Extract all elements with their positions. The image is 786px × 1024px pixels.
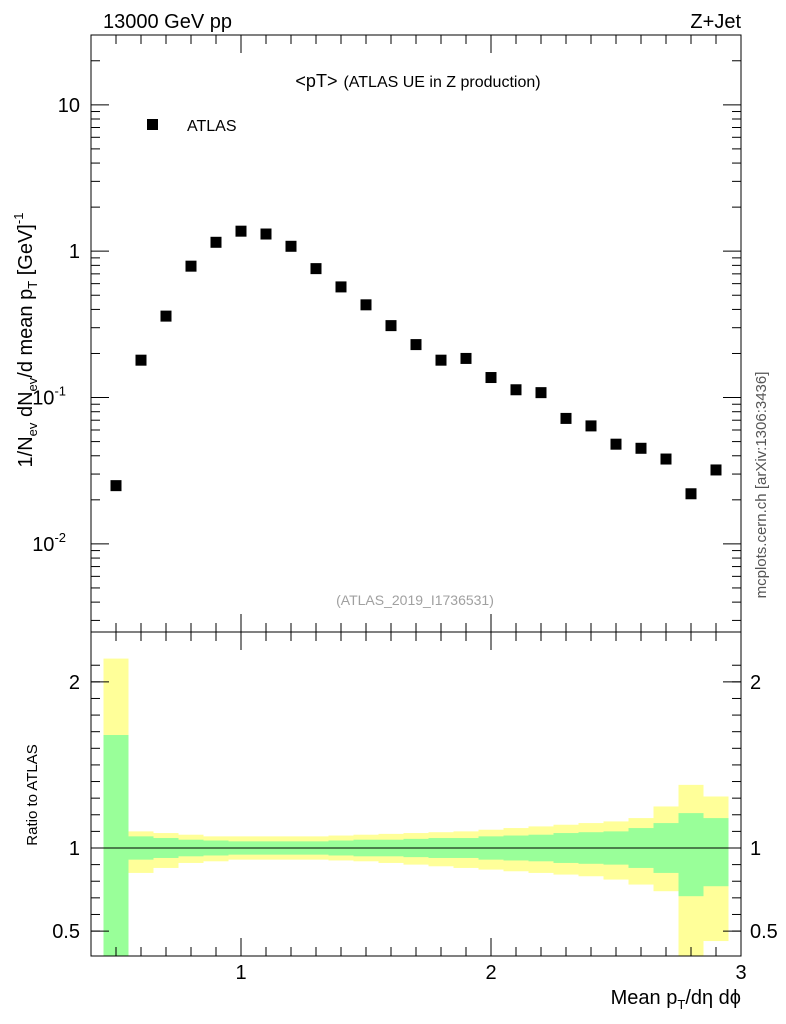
ratio-bands: [103, 658, 729, 956]
legend-label-atlas: ATLAS: [187, 118, 237, 135]
header-process: Z+Jet: [690, 11, 741, 33]
main-axis-ticks: 10 1 10-1 10-2: [32, 34, 742, 632]
atlas-data-point: [710, 464, 722, 476]
x-tick-label: 3: [735, 962, 746, 984]
atlas-data-point: [585, 420, 597, 432]
atlas-data-point: [135, 354, 147, 366]
main-data-points: [110, 225, 722, 500]
atlas-data-point: [660, 453, 672, 465]
atlas-data-point: [635, 442, 647, 454]
ratio-y-tick-label: 0.5: [52, 921, 80, 943]
atlas-data-point: [410, 339, 422, 351]
atlas-data-point: [260, 228, 272, 240]
ratio-y-tick-label-right: 2: [750, 672, 761, 694]
main-y-tick-label: 10-2: [32, 530, 66, 556]
atlas-data-point: [610, 438, 622, 450]
ratio-y-tick-label: 1: [69, 838, 80, 860]
main-y-axis-label: 1/Nev dNev/d mean pT [GeV]-1: [11, 213, 40, 468]
plot-title-sub: (ATLAS UE in Z production): [343, 74, 540, 91]
atlas-data-point: [210, 236, 222, 248]
ratio-y-tick-label-right: 0.5: [750, 921, 778, 943]
atlas-data-point: [485, 372, 497, 384]
atlas-data-point: [335, 281, 347, 293]
atlas-data-point: [185, 260, 197, 272]
main-y-tick-label: 10-1: [32, 384, 66, 410]
x-tick-label: 1: [235, 962, 246, 984]
atlas-data-point: [560, 412, 572, 424]
side-credit: mcplots.cern.ch [arXiv:1306:3436]: [753, 372, 770, 599]
atlas-data-point: [310, 263, 322, 275]
analysis-watermark: (ATLAS_2019_I1736531): [336, 592, 494, 608]
ratio-y-tick-label-right: 1: [750, 838, 761, 860]
ratio-green-band: [703, 818, 729, 887]
legend-marker: [147, 119, 158, 130]
atlas-data-point: [160, 310, 172, 322]
atlas-data-point: [360, 299, 372, 311]
atlas-data-point: [685, 488, 697, 500]
main-y-tick-label: 1: [69, 241, 80, 263]
main-y-tick-label: 10: [58, 95, 80, 117]
plot-title: <pT> (ATLAS UE in Z production): [295, 71, 540, 91]
atlas-data-point: [235, 225, 247, 237]
atlas-data-point: [435, 354, 447, 366]
x-axis-label: Mean pT/dη dϕ: [611, 987, 741, 1012]
atlas-data-point: [535, 387, 547, 399]
x-tick-label: 2: [485, 962, 496, 984]
ratio-y-axis-label: Ratio to ATLAS: [24, 744, 41, 845]
ratio-panel-frame: [90, 631, 742, 957]
atlas-data-point: [285, 240, 297, 252]
header-energy: 13000 GeV pp: [103, 11, 232, 33]
atlas-data-point: [460, 352, 472, 364]
ratio-green-band: [678, 813, 704, 897]
atlas-data-point: [110, 480, 122, 492]
ratio-y-tick-label: 2: [69, 672, 80, 694]
ratio-axis-ticks: 0.5 0.5 1 1 2 2 1 2 3: [52, 632, 778, 984]
ratio-green-band: [103, 735, 129, 956]
atlas-data-point: [510, 384, 522, 396]
atlas-data-point: [385, 320, 397, 332]
plot-title-main: <pT>: [295, 71, 337, 91]
